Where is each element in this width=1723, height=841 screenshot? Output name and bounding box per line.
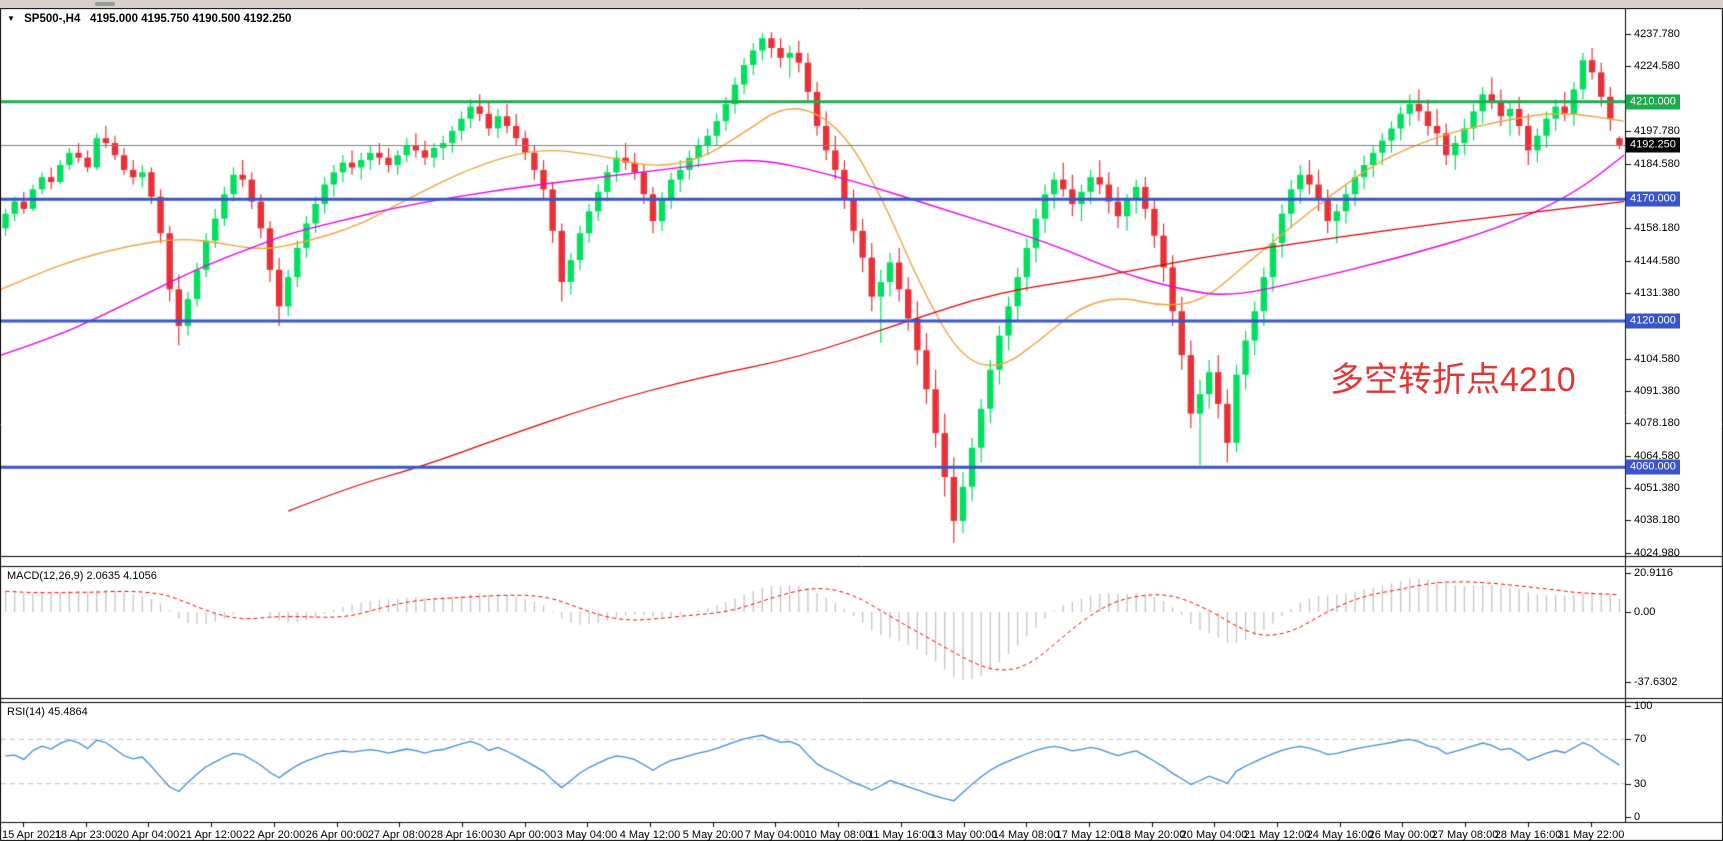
time-axis-label: 28 May 16:00: [1494, 829, 1562, 841]
time-axis-label: 14 May 08:00: [992, 829, 1060, 841]
time-axis-label: 10 May 08:00: [804, 829, 872, 841]
time-axis-label: 11 May 16:00: [868, 829, 934, 841]
macd-tick-label: -37.6302: [1634, 676, 1678, 689]
price-tick-label: 4078.180: [1634, 416, 1680, 429]
price-tick-label: 4064.580: [1634, 450, 1680, 463]
macd-tick-label: 0.00: [1634, 606, 1656, 618]
time-axis-label: 17 May 12:00: [1055, 829, 1123, 841]
time-axis-label: 31 May 22:00: [1557, 829, 1625, 841]
time-axis-label: 7 May 04:00: [744, 829, 806, 841]
rsi-tick-label: 30: [1634, 777, 1647, 790]
window-top-strip: [0, 0, 1723, 8]
symbol-dropdown-icon[interactable]: ▼: [7, 14, 15, 23]
chart-annotation[interactable]: 多空转折点4210: [1330, 361, 1576, 399]
time-axis-label: 21 May 12:00: [1243, 829, 1311, 841]
time-axis-label: 4 May 12:00: [619, 829, 681, 841]
price-tick-label: 4131.380: [1634, 287, 1680, 300]
price-tick-label: 4224.580: [1634, 60, 1680, 73]
price-tick-label: 4144.580: [1634, 255, 1680, 268]
hline-badge-4210[interactable]: 4210.000: [1626, 94, 1680, 110]
price-tick-label: 4051.380: [1634, 482, 1680, 495]
hline-badge-4120[interactable]: 4120.000: [1626, 313, 1680, 329]
macd-indicator-label: MACD(12,26,9) 2.0635 4.1056: [7, 570, 157, 582]
time-axis-label: 13 May 00:00: [930, 829, 998, 841]
time-axis-label: 26 May 00:00: [1368, 829, 1436, 841]
time-axis-label: 28 Apr 16:00: [430, 829, 494, 841]
price-tick-label: 4024.980: [1634, 546, 1680, 559]
price-tick-label: 4104.580: [1634, 352, 1680, 365]
current-price-badge: 4192.250: [1626, 137, 1680, 153]
time-axis-label: 27 May 08:00: [1431, 829, 1499, 841]
time-axis-label: 5 May 20:00: [682, 829, 744, 841]
time-axis-label: 24 May 16:00: [1306, 829, 1374, 841]
rsi-tick-label: 0: [1634, 811, 1641, 823]
hline-badge-4170[interactable]: 4170.000: [1626, 191, 1680, 207]
price-tick-label: 4184.580: [1634, 157, 1680, 170]
time-axis-label: 22 Apr 20:00: [242, 829, 306, 841]
time-axis-label: 18 Apr 23:00: [54, 829, 118, 841]
ohlc-values: 4195.000 4195.750 4190.500 4192.250: [90, 13, 292, 25]
hline-badge-4060[interactable]: 4060.000: [1626, 459, 1680, 475]
time-axis-label: 20 Apr 04:00: [116, 829, 180, 841]
time-axis-label: 30 Apr 00:00: [493, 829, 557, 841]
macd-tick-label: 20.9116: [1634, 567, 1673, 580]
price-tick-label: 4158.180: [1634, 221, 1680, 234]
rsi-tick-label: 70: [1634, 733, 1647, 746]
price-tick-label: 4091.380: [1634, 384, 1680, 397]
time-axis-label: 27 Apr 08:00: [367, 829, 431, 841]
chart-title: ▼ SP500-,H4 4195.000 4195.750 4190.500 4…: [7, 13, 291, 25]
price-tick-label: 4197.780: [1634, 125, 1680, 138]
splitter-handle[interactable]: [95, 2, 115, 6]
rsi-indicator-label: RSI(14) 45.4864: [7, 706, 88, 718]
price-tick-label: 4038.180: [1634, 514, 1680, 527]
time-axis-label: 26 Apr 00:00: [305, 829, 369, 841]
time-axis-label: 20 May 04:00: [1180, 829, 1248, 841]
rsi-tick-label: 100: [1634, 700, 1653, 712]
time-axis-label: 18 May 20:00: [1118, 829, 1186, 841]
symbol-period-label: SP500-,H4: [24, 13, 81, 25]
price-tick-label: 4237.780: [1634, 27, 1680, 40]
time-axis-label: 15 Apr 2021: [2, 829, 62, 841]
time-axis-label: 21 Apr 12:00: [179, 829, 243, 841]
chart-canvas[interactable]: [0, 8, 1723, 841]
time-axis-label: 3 May 04:00: [556, 829, 618, 841]
